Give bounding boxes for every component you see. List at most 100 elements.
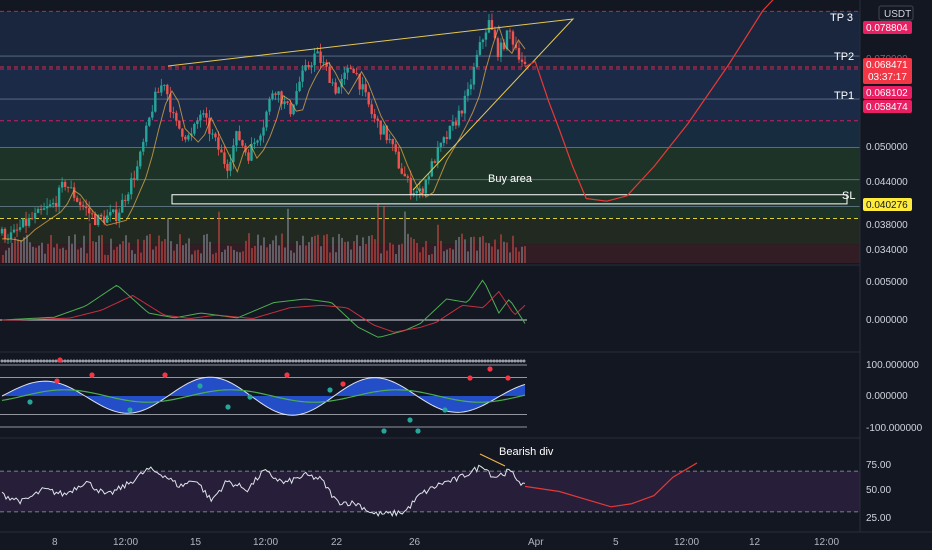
osc2-dot (183, 359, 187, 363)
osc2-dot (105, 359, 109, 363)
volume-bar (212, 254, 214, 263)
candle-body (142, 141, 145, 152)
candle-body (30, 218, 34, 220)
osc2-dot (222, 359, 226, 363)
candle-body (391, 138, 394, 145)
volume-bar (470, 237, 472, 263)
tp3-label: TP 3 (830, 12, 853, 24)
candle-body (145, 125, 148, 142)
volume-bar (383, 205, 385, 263)
osc2-dot (426, 359, 430, 363)
candle-body (295, 91, 298, 105)
volume-bar (353, 241, 355, 263)
tp1-bottom-price: 0.058474 (866, 102, 908, 113)
price-tick: 0.050000 (866, 142, 908, 153)
volume-bar (395, 254, 397, 263)
osc2-dot (435, 359, 439, 363)
osc2-dot (45, 359, 49, 363)
candle-body (57, 187, 61, 207)
osc2-tick: 0.000000 (866, 391, 908, 402)
price-zones (0, 11, 860, 263)
volume-bar (194, 250, 196, 263)
volume-bar (86, 253, 88, 263)
candle-body (175, 112, 178, 121)
osc2-dot (138, 359, 142, 363)
candle-body (367, 92, 370, 105)
volume-bar (8, 247, 10, 263)
volume-bar (284, 247, 286, 263)
candle-body (469, 84, 473, 90)
osc2-dot (492, 359, 496, 363)
osc2-dot (156, 359, 160, 363)
volume-bar (29, 242, 31, 263)
osc2-dot (33, 359, 37, 363)
volume-bar (119, 244, 121, 263)
bearish-divergence-line (479, 453, 506, 467)
neutral-zone (0, 120, 860, 148)
volume-bar (164, 239, 166, 263)
price-axis[interactable]: USDT 0.078804 0.070000 0.068471 03:37:17… (859, 0, 932, 550)
candle-body (0, 228, 4, 234)
osc2-dot (423, 359, 427, 363)
candle-body (93, 213, 97, 226)
volume-bar (113, 249, 115, 263)
oscillator-1-pane[interactable] (0, 279, 527, 338)
rsi-pane[interactable] (0, 453, 860, 518)
countdown: 03:37:17 (868, 72, 907, 83)
osc2-dot (321, 359, 325, 363)
osc2-dot (366, 359, 370, 363)
volume-bar (401, 243, 403, 263)
osc2-dot (498, 359, 502, 363)
volume-bar (158, 235, 160, 263)
osc2-tick: -100.000000 (866, 423, 923, 434)
candle-body (466, 89, 470, 96)
osc2-dot (12, 359, 16, 363)
volume-bar (296, 241, 298, 263)
volume-bar (278, 245, 280, 263)
time-tick: 5 (613, 537, 619, 548)
volume-bar (365, 243, 367, 263)
candle-body (436, 146, 440, 163)
candle-body (298, 81, 301, 92)
candle-body (121, 199, 124, 213)
volume-bar (107, 254, 109, 263)
candle-body (220, 149, 223, 153)
osc2-dot (159, 359, 163, 363)
oscillator-2-pane[interactable] (0, 357, 527, 434)
volume-bar (380, 253, 382, 263)
candle-body (178, 120, 181, 129)
volume-bar (416, 243, 418, 263)
osc2-dot (468, 359, 472, 363)
currency-badge[interactable] (878, 5, 914, 21)
candle-body (463, 95, 467, 114)
osc2-dot (303, 359, 307, 363)
osc2-dot (87, 359, 91, 363)
osc2-dot (123, 359, 127, 363)
volume-bar (110, 238, 112, 263)
candle-body (385, 125, 388, 141)
volume-bar (182, 245, 184, 263)
candle-body (421, 188, 425, 194)
candle-body (430, 161, 434, 177)
time-axis[interactable]: 8 12:00 15 12:00 22 26 Apr 5 12:00 12 12… (0, 531, 932, 548)
candle-body (484, 32, 488, 40)
volume-bar (80, 247, 82, 263)
volume-bar (392, 244, 394, 263)
osc2-dot (219, 359, 223, 363)
osc2-dot (279, 359, 283, 363)
osc2-dot (519, 359, 523, 363)
candle-body (211, 133, 214, 135)
tp-zone-lower (0, 68, 860, 121)
osc2-signal-dot (381, 428, 387, 434)
volume-bar (245, 240, 247, 263)
candle-body (45, 206, 49, 209)
candle-body (355, 72, 358, 75)
osc2-dot (276, 359, 280, 363)
candle-body (322, 62, 325, 64)
volume-bar (452, 249, 454, 263)
candle-body (343, 72, 346, 79)
osc2-dot (147, 359, 151, 363)
candle-body (415, 191, 418, 194)
volume-bar (254, 245, 256, 263)
